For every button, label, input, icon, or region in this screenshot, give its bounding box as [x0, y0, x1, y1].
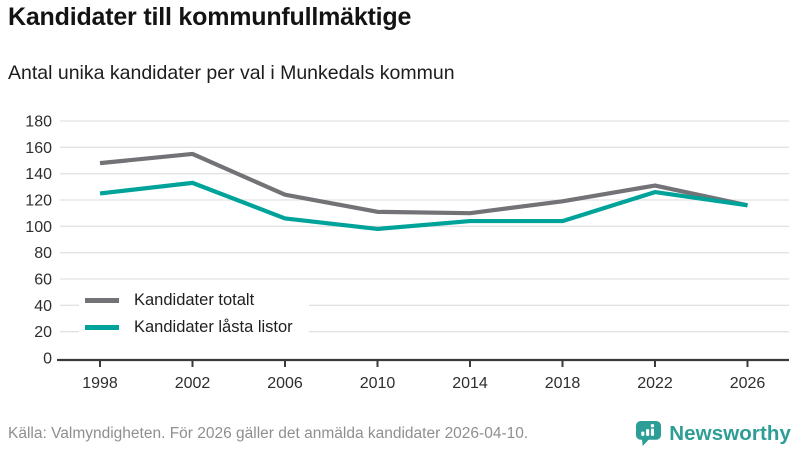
chart-subtitle: Antal unika kandidater per val i Munkeda… [8, 62, 455, 84]
y-tick-label: 100 [25, 219, 52, 236]
y-tick-label: 140 [25, 166, 52, 183]
y-tick-label: 120 [25, 193, 52, 210]
legend-label-locked: Kandidater låsta listor [134, 318, 293, 336]
brand-name: Newsworthy [669, 421, 791, 445]
x-tick-label: 1998 [82, 375, 118, 392]
x-tick-label: 2026 [730, 375, 766, 392]
x-tick-label: 2006 [267, 375, 303, 392]
legend-item-locked: Kandidater låsta listor [85, 314, 293, 341]
legend-label-total: Kandidater totalt [134, 291, 255, 309]
y-tick-label: 40 [34, 298, 52, 315]
y-tick-label: 20 [34, 324, 52, 341]
newsworthy-speech-bubble-icon [636, 420, 662, 447]
series-line-total [99, 151, 748, 216]
series-line-locked [99, 180, 748, 232]
legend-swatch-locked-line [85, 325, 119, 330]
source-note: Källa: Valmyndigheten. För 2026 gäller d… [8, 424, 529, 442]
y-tick-label: 180 [25, 114, 52, 131]
legend-swatch-total-line [85, 298, 119, 303]
chart-title: Kandidater till kommunfullmäktige [8, 3, 412, 31]
x-tick-label: 2014 [452, 375, 488, 392]
y-tick-label: 80 [34, 245, 52, 262]
x-tick-label: 2018 [545, 375, 581, 392]
y-tick-label: 60 [34, 272, 52, 289]
x-tick-label: 2002 [175, 375, 211, 392]
legend-item-total: Kandidater totalt [85, 287, 293, 314]
newsworthy-logo[interactable]: Newsworthy [635, 420, 791, 447]
y-tick-label: 0 [43, 351, 52, 368]
y-tick-label: 160 [25, 140, 52, 157]
x-tick-label: 2022 [637, 375, 673, 392]
chart-legend: Kandidater totalt Kandidater låsta listo… [79, 287, 309, 341]
footer: Källa: Valmyndigheten. För 2026 gäller d… [8, 418, 791, 449]
x-tick-label: 2010 [360, 375, 396, 392]
